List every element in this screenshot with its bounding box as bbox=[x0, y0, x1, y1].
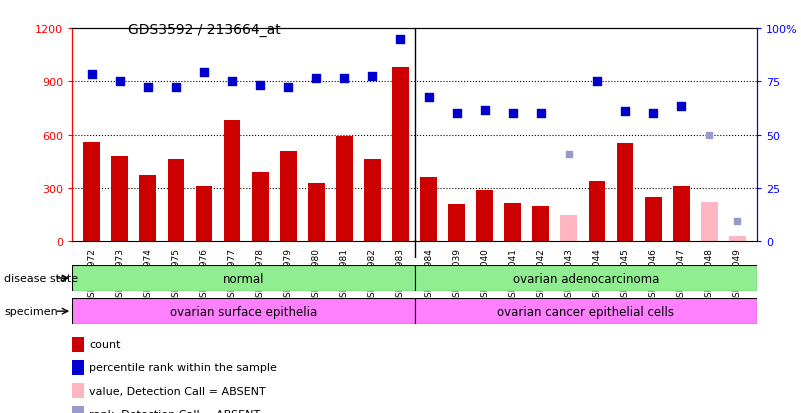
Text: ovarian surface epithelia: ovarian surface epithelia bbox=[170, 305, 317, 318]
Point bbox=[534, 111, 547, 117]
Point bbox=[114, 79, 127, 85]
Text: percentile rank within the sample: percentile rank within the sample bbox=[89, 363, 277, 373]
Bar bbox=[364, 160, 380, 242]
Text: rank, Detection Call = ABSENT: rank, Detection Call = ABSENT bbox=[89, 409, 260, 413]
Bar bbox=[589, 181, 606, 242]
Bar bbox=[415, 266, 757, 291]
Bar bbox=[336, 137, 352, 242]
Bar bbox=[223, 121, 240, 242]
Point bbox=[674, 104, 687, 110]
Point bbox=[562, 152, 575, 158]
Point bbox=[422, 95, 435, 101]
Point bbox=[618, 109, 631, 116]
Text: normal: normal bbox=[223, 272, 264, 285]
Point bbox=[198, 70, 211, 76]
Text: ovarian cancer epithelial cells: ovarian cancer epithelial cells bbox=[497, 305, 674, 318]
Bar bbox=[72, 406, 84, 413]
Bar bbox=[477, 190, 493, 242]
Text: count: count bbox=[89, 339, 121, 349]
Bar bbox=[421, 178, 437, 242]
Point bbox=[506, 111, 519, 117]
Bar bbox=[111, 157, 128, 242]
Point bbox=[590, 79, 603, 85]
Bar bbox=[280, 151, 296, 242]
Bar bbox=[72, 360, 84, 375]
Bar bbox=[645, 197, 662, 242]
Bar bbox=[72, 337, 84, 352]
Bar bbox=[252, 173, 268, 242]
Point bbox=[338, 75, 351, 82]
Bar bbox=[392, 68, 409, 242]
Bar bbox=[561, 215, 578, 242]
Bar bbox=[415, 299, 757, 324]
Bar bbox=[167, 160, 184, 242]
Bar bbox=[533, 206, 549, 242]
Bar bbox=[617, 144, 634, 242]
Point bbox=[450, 111, 463, 117]
Point bbox=[394, 36, 407, 43]
Point bbox=[282, 84, 295, 91]
Bar bbox=[701, 203, 718, 242]
Point bbox=[366, 74, 379, 80]
Point bbox=[310, 75, 323, 82]
Point bbox=[86, 72, 99, 78]
Point bbox=[226, 79, 239, 85]
Text: ovarian adenocarcinoma: ovarian adenocarcinoma bbox=[513, 272, 659, 285]
Bar bbox=[505, 204, 521, 242]
Bar bbox=[308, 183, 324, 242]
Text: specimen: specimen bbox=[4, 306, 58, 316]
Text: disease state: disease state bbox=[4, 273, 78, 283]
Point bbox=[170, 84, 183, 91]
Point bbox=[478, 107, 491, 114]
Point bbox=[142, 84, 155, 91]
Bar bbox=[83, 142, 100, 242]
Bar bbox=[449, 204, 465, 242]
Point bbox=[731, 218, 743, 225]
Bar bbox=[139, 176, 156, 242]
Point bbox=[702, 132, 715, 139]
Bar bbox=[72, 266, 415, 291]
Point bbox=[646, 111, 659, 117]
Text: value, Detection Call = ABSENT: value, Detection Call = ABSENT bbox=[89, 386, 266, 396]
Text: GDS3592 / 213664_at: GDS3592 / 213664_at bbox=[128, 23, 281, 37]
Bar bbox=[72, 299, 415, 324]
Bar bbox=[195, 187, 212, 242]
Bar bbox=[673, 187, 690, 242]
Bar bbox=[72, 383, 84, 398]
Point bbox=[254, 82, 267, 89]
Bar bbox=[729, 236, 746, 242]
